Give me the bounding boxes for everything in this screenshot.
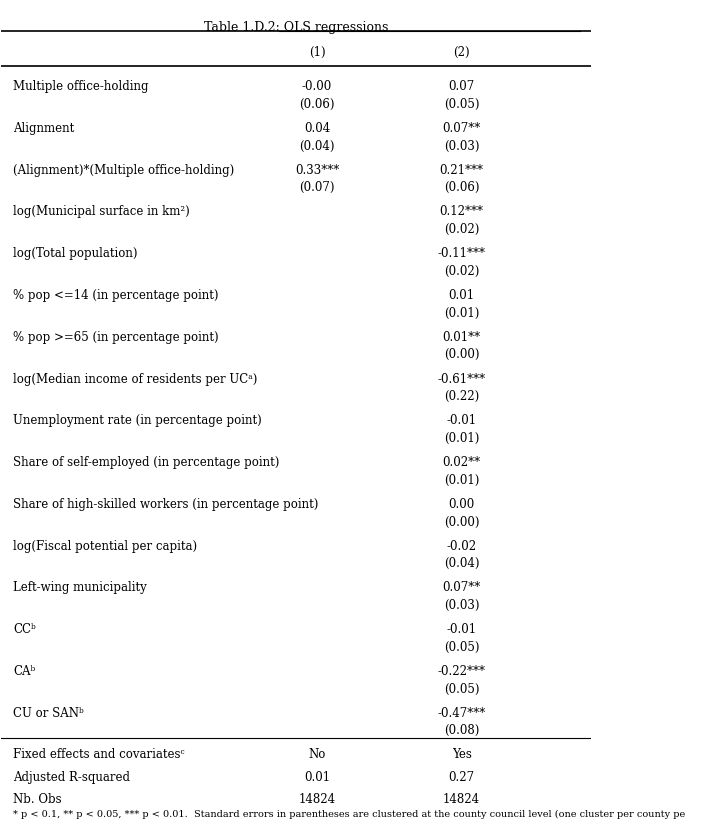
Text: CU or SANᵇ: CU or SANᵇ [13, 707, 84, 720]
Text: (0.07): (0.07) [299, 181, 335, 194]
Text: Nb. Obs: Nb. Obs [13, 794, 62, 807]
Text: -0.01: -0.01 [446, 414, 477, 428]
Text: 0.33***: 0.33*** [295, 164, 339, 177]
Text: (0.04): (0.04) [444, 557, 480, 570]
Text: (0.02): (0.02) [444, 265, 480, 278]
Text: 14824: 14824 [443, 794, 480, 807]
Text: Alignment: Alignment [13, 122, 75, 135]
Text: (0.03): (0.03) [444, 139, 480, 152]
Text: (1): (1) [308, 46, 326, 59]
Text: log(Total population): log(Total population) [13, 247, 138, 260]
Text: 0.07: 0.07 [449, 80, 475, 93]
Text: -0.00: -0.00 [302, 80, 332, 93]
Text: (Alignment)*(Multiple office-holding): (Alignment)*(Multiple office-holding) [13, 164, 234, 177]
Text: No: No [308, 749, 326, 762]
Text: * p < 0.1, ** p < 0.05, *** p < 0.01.  Standard errors in parentheses are cluste: * p < 0.1, ** p < 0.05, *** p < 0.01. St… [13, 809, 685, 819]
Text: 0.21***: 0.21*** [439, 164, 484, 177]
Text: -0.22***: -0.22*** [438, 665, 485, 678]
Text: (0.00): (0.00) [444, 348, 480, 361]
Text: 0.07**: 0.07** [442, 581, 481, 595]
Text: Left-wing municipality: Left-wing municipality [13, 581, 147, 595]
Text: (0.08): (0.08) [444, 724, 480, 737]
Text: % pop <=14 (in percentage point): % pop <=14 (in percentage point) [13, 289, 219, 302]
Text: (0.06): (0.06) [299, 97, 335, 111]
Text: 0.07**: 0.07** [442, 122, 481, 135]
Text: (0.01): (0.01) [444, 473, 480, 486]
Text: Multiple office-holding: Multiple office-holding [13, 80, 149, 93]
Text: log(Fiscal potential per capita): log(Fiscal potential per capita) [13, 540, 197, 553]
Text: Adjusted R-squared: Adjusted R-squared [13, 771, 130, 784]
Text: (0.06): (0.06) [444, 181, 480, 194]
Text: (0.02): (0.02) [444, 223, 480, 236]
Text: CAᵇ: CAᵇ [13, 665, 35, 678]
Text: (0.01): (0.01) [444, 432, 480, 445]
Text: -0.61***: -0.61*** [438, 373, 486, 386]
Text: Share of self-employed (in percentage point): Share of self-employed (in percentage po… [13, 456, 280, 469]
Text: -0.01: -0.01 [446, 623, 477, 636]
Text: (0.05): (0.05) [444, 97, 480, 111]
Text: (0.01): (0.01) [444, 306, 480, 319]
Text: (0.22): (0.22) [444, 390, 480, 403]
Text: 0.00: 0.00 [449, 498, 475, 511]
Text: (0.00): (0.00) [444, 515, 480, 528]
Text: -0.02: -0.02 [446, 540, 477, 553]
Text: (0.05): (0.05) [444, 640, 480, 654]
Text: 0.12***: 0.12*** [439, 206, 484, 219]
Text: Unemployment rate (in percentage point): Unemployment rate (in percentage point) [13, 414, 262, 428]
Text: log(Median income of residents per UCᵃ): log(Median income of residents per UCᵃ) [13, 373, 257, 386]
Text: (0.04): (0.04) [299, 139, 335, 152]
Text: 0.27: 0.27 [449, 771, 475, 784]
Text: 0.01: 0.01 [304, 771, 330, 784]
Text: Share of high-skilled workers (in percentage point): Share of high-skilled workers (in percen… [13, 498, 319, 511]
Text: % pop >=65 (in percentage point): % pop >=65 (in percentage point) [13, 331, 219, 344]
Text: 0.01: 0.01 [449, 289, 475, 302]
Text: 14824: 14824 [298, 794, 336, 807]
Text: 0.02**: 0.02** [443, 456, 481, 469]
Text: 0.01**: 0.01** [443, 331, 481, 344]
Text: (2): (2) [453, 46, 470, 59]
Text: Fixed effects and covariatesᶜ: Fixed effects and covariatesᶜ [13, 749, 185, 762]
Text: (0.05): (0.05) [444, 682, 480, 695]
Text: CCᵇ: CCᵇ [13, 623, 36, 636]
Text: Yes: Yes [452, 749, 472, 762]
Text: -0.11***: -0.11*** [438, 247, 485, 260]
Text: -0.47***: -0.47*** [437, 707, 486, 720]
Text: 0.04: 0.04 [304, 122, 330, 135]
Text: Table 1.D.2: OLS regressions: Table 1.D.2: OLS regressions [204, 21, 388, 34]
Text: log(Municipal surface in km²): log(Municipal surface in km²) [13, 206, 190, 219]
Text: (0.03): (0.03) [444, 599, 480, 612]
